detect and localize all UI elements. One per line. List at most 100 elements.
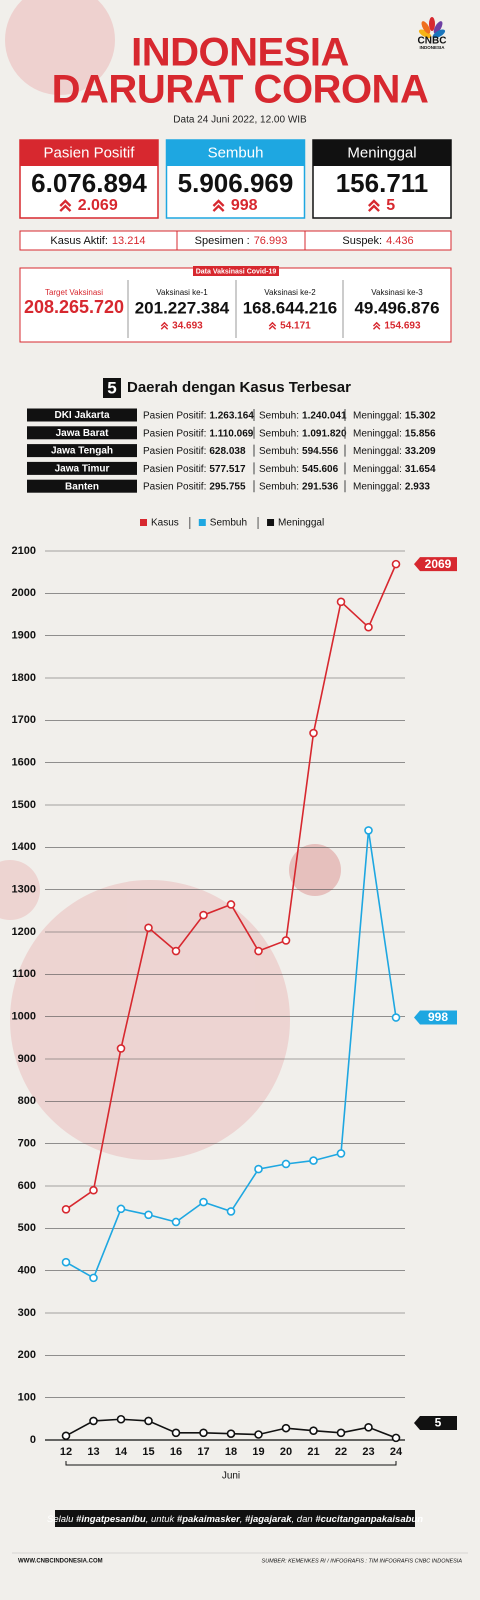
region-stat: Pasien Positif: 628.038 xyxy=(143,446,246,457)
summary-label: Spesimen : xyxy=(195,235,250,247)
vacc-label: Vaksinasi ke-2 xyxy=(264,288,316,297)
x-tick-label: 15 xyxy=(142,1446,154,1458)
y-tick-label: 1900 xyxy=(12,630,36,642)
region-stat-label: Pasien Positif: xyxy=(143,410,206,421)
region-name: Jawa Barat xyxy=(56,428,109,439)
region-stat: Pasien Positif: 295.755 xyxy=(143,481,246,492)
vacc-value: 201.227.384 xyxy=(135,298,230,317)
vacc-label: Vaksinasi ke-3 xyxy=(371,288,423,297)
up-chevron-icon xyxy=(268,321,277,330)
stat-value: 156.711 xyxy=(336,168,429,198)
x-tick-label: 16 xyxy=(170,1446,182,1458)
region-name: DKI Jakarta xyxy=(54,410,109,421)
change-value: 54.171 xyxy=(280,321,311,332)
data-point xyxy=(336,597,346,607)
region-stat: Meninggal: 33.209 xyxy=(353,446,436,457)
data-point xyxy=(199,1197,208,1207)
summary-item: Kasus Aktif: 13.214 xyxy=(50,235,145,247)
summary-box xyxy=(19,230,452,251)
logo-text: CNBC xyxy=(418,36,447,47)
end-label: 2069 xyxy=(425,557,452,571)
region-stat-label: Meninggal: xyxy=(353,428,402,439)
region-stat-label: Sembuh: xyxy=(259,446,299,457)
slogan-part: , untuk xyxy=(146,1514,177,1525)
region-stat-label: Sembuh: xyxy=(259,428,299,439)
stat-label: Meninggal xyxy=(347,144,416,161)
data-point xyxy=(144,1416,153,1426)
region-name-box xyxy=(27,479,137,493)
region-name-box xyxy=(27,426,137,440)
data-point xyxy=(89,1273,98,1283)
vacc-value: 49.496.876 xyxy=(354,298,439,317)
region-name-box xyxy=(27,444,137,458)
data-point xyxy=(309,1156,318,1165)
data-point xyxy=(171,1428,181,1438)
logo: CNBC INDONESIA xyxy=(418,17,447,50)
logo-subtext: INDONESIA xyxy=(419,45,445,50)
data-point xyxy=(281,936,291,945)
stat-value: 6.076.894 xyxy=(31,168,147,198)
data-point xyxy=(116,1204,126,1214)
stat-label: Pasien Positif xyxy=(44,144,136,161)
change-value: 2.069 xyxy=(78,197,118,214)
data-point xyxy=(391,1013,401,1022)
y-tick-label: 500 xyxy=(18,1222,36,1234)
x-tick-label: 22 xyxy=(335,1446,347,1458)
region-stat-value: 594.556 xyxy=(302,446,339,457)
region-stat-label: Sembuh: xyxy=(259,481,299,492)
website: WWW.CNBCINDONESIA.COM xyxy=(18,1559,103,1565)
slogan-part: #pakaimasker xyxy=(177,1514,241,1525)
change-value: 34.693 xyxy=(172,321,203,332)
stat-value: 5.906.969 xyxy=(178,168,294,198)
legend-label: Kasus xyxy=(151,518,179,529)
data-point xyxy=(364,1423,373,1432)
y-tick-label: 800 xyxy=(18,1095,36,1107)
up-chevron-icon xyxy=(160,321,169,330)
stat-label: Sembuh xyxy=(208,144,264,161)
vacc-value: 168.644.216 xyxy=(243,298,338,317)
data-point xyxy=(61,1431,71,1441)
data-point xyxy=(226,900,236,909)
data-point xyxy=(364,826,373,835)
region-stat-value: 33.209 xyxy=(405,446,436,457)
vacc-tab xyxy=(193,266,279,276)
region-stat: Sembuh: 1.091.820 xyxy=(259,428,347,439)
region-stat-value: 1.110.069 xyxy=(209,428,253,439)
y-tick-label: 700 xyxy=(18,1138,36,1150)
vacc-label: Vaksinasi ke-1 xyxy=(156,288,208,297)
region-stat-label: Pasien Positif: xyxy=(143,428,206,439)
region-stat-label: Pasien Positif: xyxy=(143,446,206,457)
summary-value: 76.993 xyxy=(254,235,288,247)
region-stat-value: 291.536 xyxy=(302,481,339,492)
legend-swatch xyxy=(140,519,147,526)
x-tick-label: 21 xyxy=(307,1446,319,1458)
y-tick-label: 1000 xyxy=(12,1011,36,1023)
region-stat: Sembuh: 1.240.041 xyxy=(259,410,347,421)
summary-item: Suspek: 4.436 xyxy=(342,235,413,247)
regions-number-box xyxy=(103,378,121,398)
y-tick-label: 200 xyxy=(18,1349,36,1361)
data-point xyxy=(89,1416,98,1426)
summary-item: Spesimen : 76.993 xyxy=(195,235,288,247)
virus-decoration xyxy=(0,0,341,1160)
region-stat: Pasien Positif: 1.263.164 xyxy=(143,410,254,421)
slogan-part: #jagajarak xyxy=(245,1514,292,1525)
region-stat-value: 31.654 xyxy=(405,464,436,475)
region-stat: Sembuh: 291.536 xyxy=(259,481,339,492)
end-label-tag xyxy=(414,1416,457,1430)
summary-value: 13.214 xyxy=(112,235,146,247)
regions-title: Daerah dengan Kasus Terbesar xyxy=(127,379,351,396)
summary-label: Kasus Aktif: xyxy=(50,235,107,247)
region-stat-value: 628.038 xyxy=(209,446,246,457)
data-point xyxy=(336,1149,346,1158)
x-axis-label: Juni xyxy=(222,1471,240,1482)
end-label-tag xyxy=(414,557,457,572)
data-point xyxy=(281,1423,291,1433)
y-tick-label: 1700 xyxy=(12,714,36,726)
stat-header xyxy=(20,140,158,166)
data-point xyxy=(116,1044,126,1053)
y-tick-label: 1600 xyxy=(12,757,36,769)
region-stat: Sembuh: 594.556 xyxy=(259,446,339,457)
